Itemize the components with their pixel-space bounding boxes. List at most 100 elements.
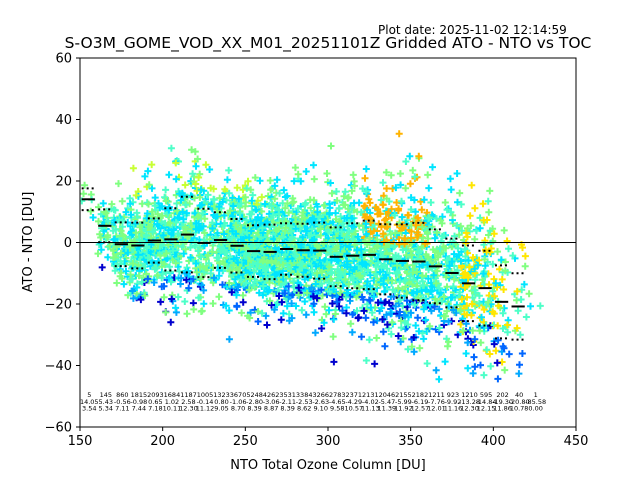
scatter-point: [480, 306, 488, 314]
bin-count-label: 3670: [230, 391, 247, 399]
scatter-point: [475, 292, 483, 300]
scatter-point: [277, 316, 285, 324]
scatter-point: [393, 269, 401, 277]
scatter-point: [247, 210, 255, 218]
scatter-point: [143, 232, 151, 239]
scatter-point: [325, 228, 333, 236]
scatter-point: [362, 314, 370, 322]
scatter-point: [396, 170, 404, 178]
scatter-point: [325, 263, 333, 271]
scatter-point: [360, 202, 368, 210]
scatter-point: [419, 329, 426, 337]
scatter-point: [122, 267, 130, 275]
plot-date: Plot date: 2025-11-02 12:14:59: [378, 23, 567, 37]
scatter-point: [353, 246, 361, 254]
scatter-point: [373, 334, 381, 342]
scatter-point: [252, 206, 260, 214]
scatter-point: [383, 223, 391, 231]
scatter-point: [291, 164, 299, 172]
scatter-point: [359, 185, 367, 193]
scatter-point: [493, 359, 501, 367]
scatter-point: [275, 292, 283, 300]
scatter-point: [517, 296, 525, 303]
scatter-point: [367, 304, 375, 312]
scatter-point: [333, 298, 341, 306]
scatter-point: [385, 269, 393, 277]
scatter-point: [141, 292, 149, 300]
scatter-point: [201, 215, 209, 223]
scatter-point: [426, 322, 434, 330]
scatter-point: [293, 245, 300, 253]
scatter-point: [376, 210, 384, 218]
scatter-point: [414, 231, 422, 239]
bin-count-label: 2046: [379, 391, 396, 399]
scatter-point: [145, 200, 152, 208]
scatter-point: [448, 258, 456, 265]
scatter-point: [362, 230, 370, 238]
scatter-point: [284, 261, 292, 269]
scatter-point: [165, 274, 173, 282]
scatter-point: [160, 293, 168, 301]
scatter-point: [239, 291, 247, 299]
scatter-point: [351, 182, 358, 190]
scatter-point: [279, 309, 287, 317]
scatter-point: [414, 314, 422, 322]
scatter-point: [281, 289, 289, 297]
scatter-point: [429, 246, 437, 254]
scatter-point: [407, 194, 415, 202]
scatter-point: [350, 257, 358, 265]
x-tick-label: 450: [564, 434, 589, 449]
scatter-point: [172, 159, 180, 167]
scatter-point: [234, 283, 242, 291]
scatter-point: [490, 275, 498, 283]
bin-count-label: 5: [87, 391, 91, 399]
scatter-point: [355, 282, 363, 290]
scatter-point: [459, 327, 467, 335]
scatter-point: [424, 235, 432, 243]
scatter-point: [249, 281, 257, 289]
bin-std-label: 12.30: [460, 405, 479, 413]
scatter-point: [192, 180, 200, 188]
scatter-point: [192, 162, 200, 170]
scatter-point: [469, 254, 477, 261]
scatter-point: [485, 208, 493, 216]
scatter-point: [329, 333, 337, 341]
scatter-point: [348, 328, 356, 336]
scatter-point: [151, 244, 159, 252]
bin-std-label: 12.30: [179, 405, 198, 413]
scatter-point: [358, 333, 365, 341]
scatter-point: [383, 265, 391, 273]
bin-std-label: 11.39: [378, 405, 397, 413]
scatter-point: [162, 197, 170, 205]
scatter-point: [239, 186, 247, 194]
scatter-point: [177, 196, 185, 204]
scatter-point: [318, 280, 326, 288]
scatter-point: [366, 199, 374, 207]
scatter-point: [193, 187, 201, 195]
scatter-point: [317, 262, 325, 269]
scatter-point: [395, 205, 403, 213]
scatter-point: [405, 211, 413, 219]
scatter-point: [81, 181, 89, 189]
scatter-point: [464, 272, 472, 279]
scatter-point: [404, 345, 412, 353]
scatter-point: [159, 231, 167, 239]
scatter-point: [335, 218, 343, 225]
scatter-point: [302, 311, 310, 319]
bin-std-label: 0.00: [528, 405, 542, 413]
scatter-point: [162, 249, 170, 257]
scatter-point: [405, 313, 412, 321]
scatter-point: [194, 155, 202, 163]
scatter-point: [137, 296, 145, 304]
scatter-point: [410, 289, 418, 297]
scatter-point: [281, 279, 289, 287]
scatter-point: [264, 238, 272, 245]
scatter-point: [80, 190, 87, 198]
scatter-point: [298, 260, 306, 268]
scatter-point: [341, 201, 349, 209]
scatter-point: [247, 227, 255, 235]
scatter-point: [514, 307, 522, 315]
scatter-point: [172, 175, 180, 183]
scatter-point: [149, 228, 157, 236]
scatter-point: [234, 259, 242, 266]
